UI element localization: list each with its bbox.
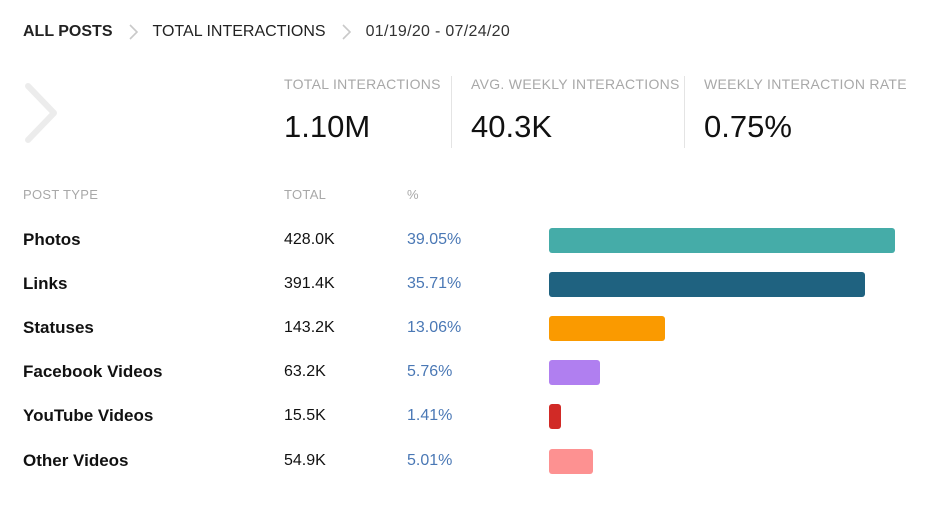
percent-value: 5.01% (407, 452, 453, 469)
total-value: 15.5K (284, 407, 326, 424)
total-value: 143.2K (284, 319, 335, 336)
stat-total-interactions: TOTAL INTERACTIONS 1.10M (284, 76, 441, 145)
stat-weekly-interaction-rate: WEEKLY INTERACTION RATE 0.75% (704, 76, 907, 145)
chevron-right-large-icon[interactable] (22, 82, 64, 144)
table-row[interactable]: YouTube Videos 15.5K 1.41% (0, 402, 943, 432)
table-row[interactable]: Statuses 143.2K 13.06% (0, 314, 943, 344)
post-type: Photos (23, 230, 81, 249)
share-bar[interactable] (549, 404, 561, 429)
breadcrumb-total-interactions[interactable]: TOTAL INTERACTIONS (152, 23, 326, 40)
total-value: 54.9K (284, 452, 326, 469)
date-range[interactable]: 01/19/20 - 07/24/20 (365, 23, 511, 40)
table-row[interactable]: Photos 428.0K 39.05% (0, 226, 943, 256)
column-header-total[interactable]: TOTAL (284, 187, 327, 202)
total-value: 391.4K (284, 275, 335, 292)
stat-value: 40.3K (471, 109, 553, 144)
post-type: Facebook Videos (23, 362, 163, 381)
percent-value: 39.05% (407, 231, 462, 248)
stat-value: 1.10M (284, 109, 371, 144)
percent-value: 5.76% (407, 363, 453, 380)
share-bar[interactable] (549, 360, 600, 385)
post-type: Links (23, 274, 68, 293)
stat-avg-weekly-interactions: AVG. WEEKLY INTERACTIONS 40.3K (471, 76, 680, 145)
percent-value: 13.06% (407, 319, 462, 336)
total-value: 428.0K (284, 231, 335, 248)
percent-value: 1.41% (407, 407, 453, 424)
table-row[interactable]: Links 391.4K 35.71% (0, 270, 943, 300)
breadcrumb-all-posts[interactable]: ALL POSTS (23, 23, 113, 40)
breadcrumb: ALL POSTS TOTAL INTERACTIONS 01/19/20 - … (23, 20, 510, 44)
stat-label: AVG. WEEKLY INTERACTIONS (471, 76, 680, 92)
column-header-percent[interactable]: % (407, 187, 419, 202)
post-type: YouTube Videos (23, 406, 154, 425)
percent-value: 35.71% (407, 275, 462, 292)
column-header-post-type[interactable]: POST TYPE (23, 187, 99, 202)
table-row[interactable]: Facebook Videos 63.2K 5.76% (0, 358, 943, 388)
stat-divider (684, 76, 685, 148)
share-bar[interactable] (549, 449, 593, 474)
share-bar[interactable] (549, 228, 895, 253)
total-value: 63.2K (284, 363, 326, 380)
share-bar[interactable] (549, 316, 665, 341)
stat-divider (451, 76, 452, 148)
stat-value: 0.75% (704, 109, 792, 144)
chevron-right-icon (121, 20, 145, 44)
stat-label: WEEKLY INTERACTION RATE (704, 76, 907, 92)
chevron-right-icon (334, 20, 358, 44)
table-row[interactable]: Other Videos 54.9K 5.01% (0, 447, 943, 477)
stat-label: TOTAL INTERACTIONS (284, 76, 441, 92)
post-type: Other Videos (23, 451, 129, 470)
share-bar[interactable] (549, 272, 865, 297)
post-type: Statuses (23, 318, 94, 337)
